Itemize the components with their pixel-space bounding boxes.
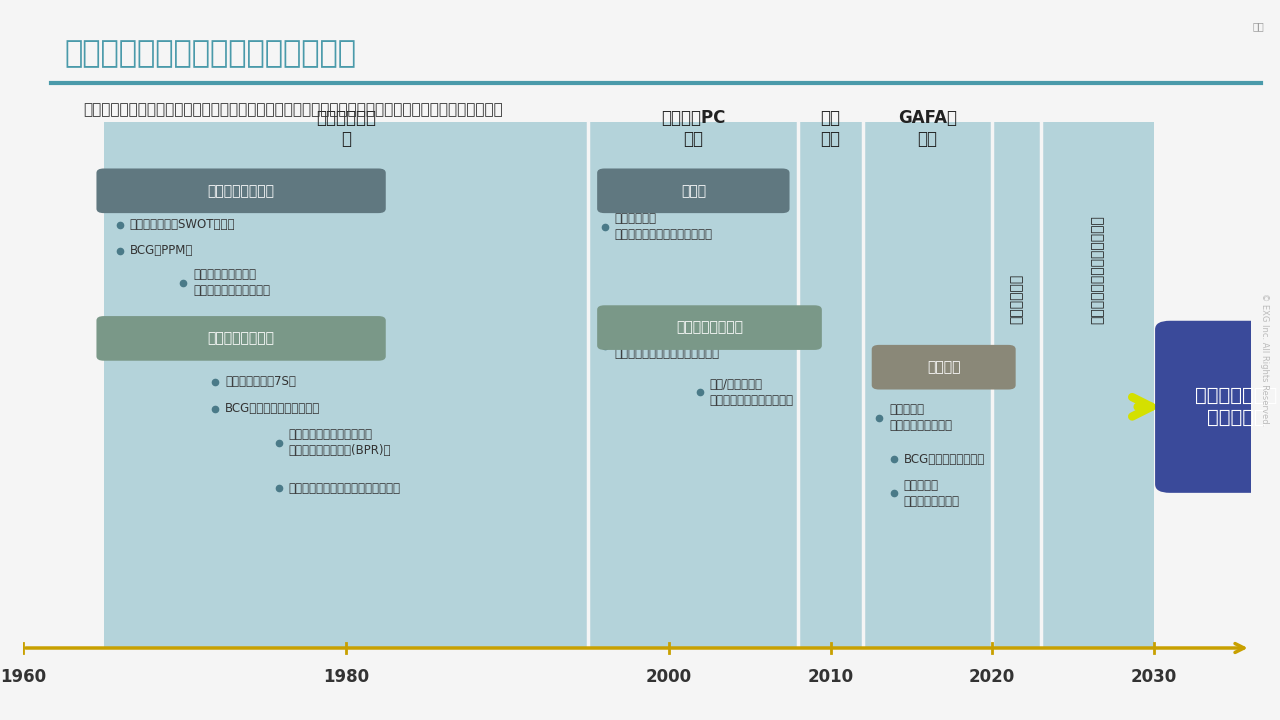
- Text: © EXG Inc. All Rights Reserved.: © EXG Inc. All Rights Reserved.: [1260, 293, 1270, 427]
- Text: イノベーション派: イノベーション派: [676, 320, 742, 335]
- Text: クリステンセン
「イノベーションのジレンマ」他: クリステンセン 「イノベーションのジレンマ」他: [614, 331, 719, 360]
- Text: ハマー「ビジネスプロセス
リエンジニアリング(BPR)」: ハマー「ビジネスプロセス リエンジニアリング(BPR)」: [288, 428, 390, 457]
- FancyBboxPatch shape: [96, 316, 385, 361]
- FancyBboxPatch shape: [872, 345, 1015, 390]
- Bar: [799, 122, 863, 648]
- Bar: [1041, 122, 1153, 648]
- Text: BCG「戦略パレット」: BCG「戦略パレット」: [904, 453, 984, 466]
- Text: BCG「PPM」: BCG「PPM」: [129, 244, 193, 257]
- Text: マイケル・ポーター
「ファイブ・フォース」: マイケル・ポーター 「ファイブ・フォース」: [193, 269, 270, 297]
- Text: オライリー
「両利きの経営」: オライリー 「両利きの経営」: [904, 479, 960, 508]
- Text: キム/モボルニュ
「ブルーオーシャン戦略」: キム/モボルニュ 「ブルーオーシャン戦略」: [710, 378, 794, 407]
- Text: 1980: 1980: [323, 668, 369, 686]
- Text: 時代の変遷に応じて、経営戦略パラダイムも進化してきた。いま、新たなパラダイムが生まれるとき。: 時代の変遷に応じて、経営戦略パラダイムも進化してきた。いま、新たなパラダイムが生…: [83, 102, 503, 117]
- Text: 新たな経営戦略
パラダイム: 新たな経営戦略 パラダイム: [1196, 387, 1277, 427]
- Bar: [992, 122, 1041, 648]
- Text: ミンツバーグ
「コンフィグレーション戦略」: ミンツバーグ 「コンフィグレーション戦略」: [614, 212, 713, 241]
- Text: ポジショニング派: ポジショニング派: [207, 184, 275, 198]
- Bar: [863, 122, 992, 648]
- Text: ハメル「コア・コンピタンス経営」: ハメル「コア・コンピタンス経営」: [288, 482, 401, 495]
- Text: GAFAの
躍進: GAFAの 躍進: [899, 109, 957, 148]
- Text: 2000: 2000: [646, 668, 692, 686]
- Text: 日本企業の躍
進: 日本企業の躍 進: [316, 109, 376, 148]
- FancyBboxPatch shape: [96, 168, 385, 213]
- Text: ケイパビリティ派: ケイパビリティ派: [207, 331, 275, 346]
- Text: グローバリゼーションの終焉: グローバリゼーションの終焉: [1091, 215, 1105, 324]
- Text: 新たな経営戦略パラダイムの必然性: 新たな経営戦略パラダイムの必然性: [64, 40, 356, 68]
- Text: BCG「タイムベース戦略」: BCG「タイムベース戦略」: [225, 402, 320, 415]
- Text: パンデミック: パンデミック: [1010, 274, 1024, 324]
- FancyBboxPatch shape: [598, 305, 822, 350]
- Text: ネット・PC
普及: ネット・PC 普及: [662, 109, 726, 148]
- Text: 2020: 2020: [969, 668, 1015, 686]
- Bar: [104, 122, 589, 648]
- FancyBboxPatch shape: [598, 168, 790, 213]
- Text: 2010: 2010: [808, 668, 854, 686]
- Text: 金融
危機: 金融 危機: [820, 109, 841, 148]
- Text: 中道派: 中道派: [681, 184, 705, 198]
- Text: マッキンゼー「7S」: マッキンゼー「7S」: [225, 375, 296, 388]
- Text: アンドルーズ「SWOT分析」: アンドルーズ「SWOT分析」: [129, 218, 236, 231]
- Text: 資料: 資料: [1253, 22, 1265, 32]
- FancyBboxPatch shape: [1155, 321, 1280, 493]
- Text: マグレイス
「競争優位の終焉」: マグレイス 「競争優位の終焉」: [888, 403, 952, 432]
- Text: 1960: 1960: [0, 668, 46, 686]
- Text: 両利き派: 両利き派: [927, 360, 960, 374]
- Bar: [589, 122, 799, 648]
- Text: 2030: 2030: [1130, 668, 1176, 686]
